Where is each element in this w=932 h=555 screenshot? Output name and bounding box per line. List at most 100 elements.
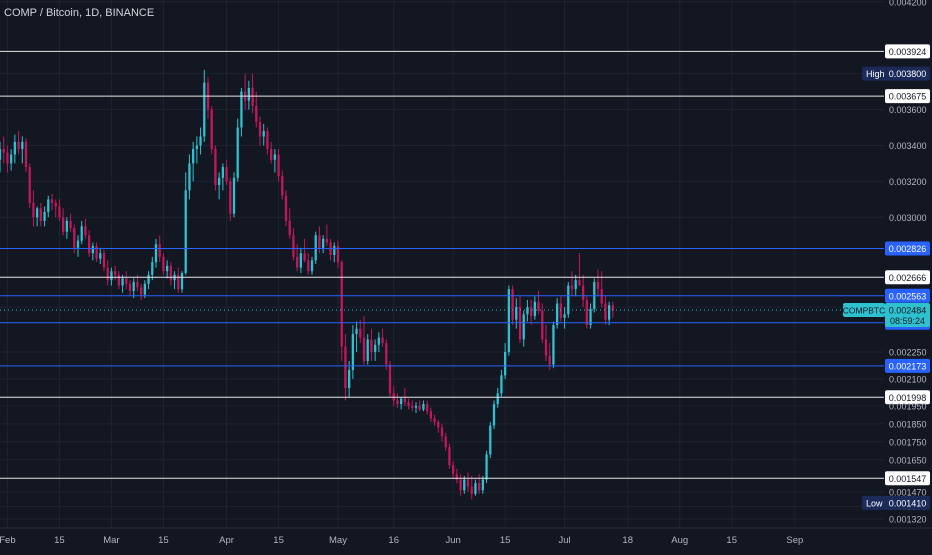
candle (381, 328, 384, 347)
current-price-value: 0.002484 (889, 305, 927, 315)
candle-body (570, 285, 574, 290)
candle-body (87, 235, 91, 254)
candle-body (578, 280, 581, 286)
candle (102, 249, 106, 272)
candle-body (284, 195, 288, 221)
candle-body (61, 217, 65, 232)
time-tick-label: May (329, 535, 347, 546)
candle (541, 303, 544, 344)
candle-body (195, 145, 199, 150)
candle (80, 220, 83, 245)
candle-body (54, 202, 57, 207)
candle-body (381, 337, 384, 344)
candle-body (429, 411, 433, 419)
candle (489, 422, 492, 458)
candle (28, 163, 31, 209)
level-price-label[interactable]: 0.001547 (885, 471, 930, 486)
candle (162, 253, 165, 275)
candle-body (232, 177, 236, 214)
time-tick-label: Apr (219, 535, 234, 546)
candle-body (325, 238, 329, 243)
candle-body (529, 307, 533, 317)
candle (199, 127, 202, 155)
level-price-label[interactable]: 0.002826 (885, 241, 930, 256)
candle (284, 190, 288, 227)
level-price-label[interactable]: 0.003675 (885, 89, 930, 104)
candle (13, 134, 17, 164)
candle (518, 296, 522, 344)
level-price-label[interactable]: 0.002666 (885, 270, 930, 285)
candle-body (2, 149, 5, 153)
time-axis[interactable]: Feb 15 Mar 15 Apr 15 May 16 Jun 15 Jul 18 Aug 15 Sep (0, 527, 932, 546)
candle-body (292, 235, 295, 257)
time-tick-label: 15 (726, 535, 737, 546)
candle (596, 269, 600, 297)
candle (407, 398, 410, 410)
candle-body (344, 346, 347, 388)
candle-body (151, 262, 154, 275)
candle-body (21, 141, 24, 150)
level-price-label[interactable]: 0.002173 (885, 358, 930, 373)
candle-body (6, 152, 9, 164)
candle-body (596, 281, 600, 290)
candle-body (76, 240, 80, 248)
level-label-box (885, 390, 930, 405)
candle (210, 105, 213, 155)
candle (444, 432, 447, 451)
candle-body (470, 486, 473, 494)
candle (422, 400, 425, 412)
candle (563, 307, 566, 329)
candle (214, 145, 217, 191)
candle (336, 240, 340, 268)
candle (578, 253, 581, 286)
candle (429, 407, 433, 423)
level-price-label[interactable]: 0.002563 (885, 288, 930, 303)
high-badge-box (862, 66, 930, 81)
candle (470, 475, 473, 500)
candle-body (99, 253, 102, 259)
low-badge-value: 0.001410 (889, 498, 927, 508)
candle (188, 154, 191, 200)
price-tick-label: 0.001750 (889, 437, 927, 447)
candle (247, 80, 251, 110)
candle-body (351, 334, 355, 370)
symbol-title: COMP / Bitcoin, 1D, BINANCE (4, 7, 155, 19)
candle-body (277, 154, 280, 176)
candle (544, 325, 548, 361)
candle-body (485, 454, 488, 480)
candle (180, 271, 184, 293)
candle-body (84, 226, 87, 236)
time-tick-label: Jul (558, 535, 570, 546)
level-price-label[interactable]: 0.003924 (885, 44, 930, 59)
candle (359, 319, 362, 344)
low-badge: Low 0.001410 (862, 495, 930, 510)
candle (507, 285, 511, 356)
time-tick-label: 15 (158, 535, 169, 546)
candle-body (370, 339, 373, 352)
price-tick-label: 0.001470 (889, 488, 927, 498)
candle-body (32, 202, 35, 218)
candle-body (492, 404, 496, 426)
time-tick-label: 16 (388, 535, 399, 546)
candle-body (489, 425, 492, 455)
candle (281, 170, 284, 200)
candle (32, 190, 35, 227)
level-price-label[interactable]: 0.001998 (885, 390, 930, 405)
candle (99, 247, 102, 264)
horizontal-levels[interactable]: 0.003924 0.003675 0.002826 0.002666 0.002563… (0, 44, 930, 486)
candle-body (574, 280, 577, 290)
candle-body (266, 131, 269, 150)
candle-body (414, 405, 418, 408)
time-tick-label: Jun (445, 535, 460, 546)
time-tick-label: Sep (786, 535, 803, 546)
candle (139, 283, 143, 300)
candle-body (158, 244, 161, 257)
candle (448, 443, 451, 469)
candle (396, 393, 399, 408)
candle-body (533, 301, 537, 317)
level-label-text: 0.001547 (889, 474, 927, 484)
candle-body (507, 289, 511, 352)
